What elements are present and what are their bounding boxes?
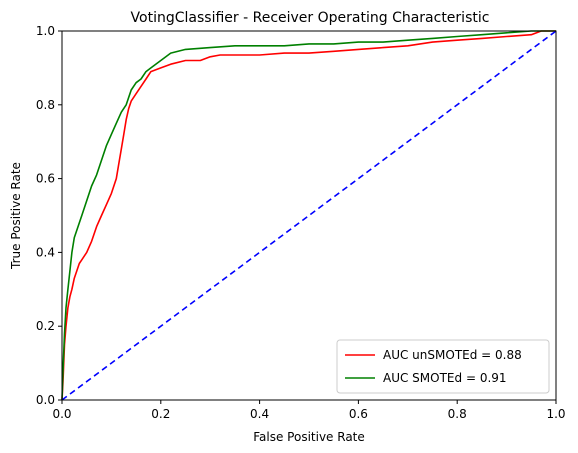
legend-label-smoted: AUC SMOTEd = 0.91 bbox=[383, 371, 507, 385]
x-tick-label: 1.0 bbox=[546, 407, 565, 421]
series-layer bbox=[61, 30, 557, 401]
y-tick-label: 0.8 bbox=[36, 98, 55, 112]
x-tick-label: 0.2 bbox=[151, 407, 170, 421]
roc-line-1 bbox=[61, 30, 556, 401]
legend-label-unsmoted: AUC unSMOTEd = 0.88 bbox=[383, 348, 522, 362]
x-tick-label: 0.4 bbox=[250, 407, 269, 421]
x-axis-label: False Positive Rate bbox=[253, 430, 365, 444]
chance-diagonal-line bbox=[61, 30, 557, 401]
chart-title: VotingClassifier - Receiver Operating Ch… bbox=[131, 10, 490, 26]
y-axis-label: True Positive Rate bbox=[9, 162, 23, 270]
y-tick-label: 0.0 bbox=[36, 393, 55, 407]
x-tick-label: 0.0 bbox=[52, 407, 71, 421]
y-tick-label: 0.6 bbox=[36, 172, 55, 186]
x-tick-label: 0.6 bbox=[349, 407, 368, 421]
x-tick-label: 0.8 bbox=[448, 407, 467, 421]
y-tick-label: 1.0 bbox=[36, 24, 55, 38]
plot-frame bbox=[61, 30, 557, 401]
legend-box bbox=[336, 339, 550, 394]
ticks-layer: 0.0 0.2 0.4 0.6 0.8 1.0 0.0 0.2 0.4 0.6 0.8 1.0 bbox=[36, 24, 566, 421]
legend: AUC unSMOTEd = 0.88 AUC SMOTEd = 0.91 bbox=[336, 339, 550, 394]
y-tick-label: 0.2 bbox=[36, 319, 55, 333]
roc-line-0 bbox=[61, 30, 556, 401]
y-tick-label: 0.4 bbox=[36, 245, 55, 259]
